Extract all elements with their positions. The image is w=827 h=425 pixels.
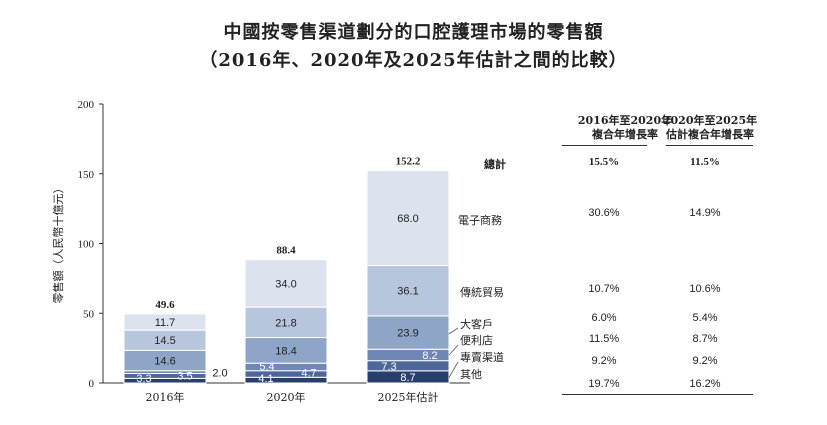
data-label: 14.6 (154, 356, 175, 368)
data-label: 11.7 (155, 317, 176, 329)
y-tick-label: 100 (78, 239, 95, 251)
y-axis-label: 零售額（人民幣十億元） (51, 183, 65, 304)
bar-segment (123, 313, 207, 331)
row-label-others: 其他 (460, 368, 482, 381)
cagr-header-rule-1 (562, 145, 647, 146)
cagr-large-customers-2020-2025: 5.4% (692, 312, 718, 324)
cagr-specialty-channels-2020-2025: 9.2% (692, 355, 718, 367)
row-label-large-customers: 大客戶 (460, 318, 493, 331)
chart-title: 中國按零售渠道劃分的口腔護理市場的零售額 (223, 22, 604, 43)
data-label: 4.1 (258, 373, 273, 385)
cagr-header-rule-2 (666, 145, 753, 146)
cagr-header-2016-2020: 2016年至2020年 複合年增長率 (555, 114, 695, 142)
cagr-specialty-channels-2016-2020: 9.2% (591, 355, 617, 367)
cagr-total-2020-2025: 11.5% (690, 156, 720, 168)
y-tick-label: 50 (83, 308, 95, 320)
row-label-e-commerce: 電子商務 (458, 214, 502, 227)
data-label: 23.9 (397, 328, 418, 340)
data-label: 8.7 (400, 372, 415, 384)
leader-line (448, 344, 459, 356)
data-label: 7.3 (381, 361, 396, 373)
cagr-large-customers-2016-2020: 6.0% (591, 312, 617, 324)
bar-segment (244, 337, 328, 364)
y-tick-label: 150 (78, 169, 95, 181)
bar-segment (366, 315, 450, 350)
x-tick-label: 2025年估計 (378, 390, 439, 404)
row-label-traditional-trade: 傳統貿易 (460, 286, 504, 299)
data-label: 14.5 (154, 335, 175, 347)
cagr-header-2020-2025-line2: 估計複合年增長率 (666, 128, 754, 141)
bar-total-label: 49.6 (155, 299, 175, 311)
y-tick-label: 200 (78, 99, 95, 111)
data-label: 36.1 (397, 286, 418, 298)
row-label-convenience-stores: 便利店 (460, 334, 493, 347)
bar-segment (366, 170, 450, 267)
bar-segment (366, 360, 450, 372)
data-label: 5.4 (259, 361, 274, 373)
bar-total-label: 88.4 (276, 245, 296, 257)
data-label: 34.0 (275, 278, 296, 290)
cagr-traditional-trade-2020-2025: 10.6% (689, 283, 721, 295)
cagr-header-2020-2025-line1: 2020年至2025年 (662, 114, 758, 127)
cagr-header-2020-2025: 2020年至2025年 估計複合年增長率 (640, 114, 780, 142)
cagr-others-2020-2025: 16.2% (689, 378, 721, 390)
leader-line (448, 361, 459, 378)
cagr-bottom-rule (562, 394, 753, 395)
cagr-e-commerce-2020-2025: 14.9% (689, 207, 721, 219)
bar-segment (244, 259, 328, 308)
bar-segment (366, 265, 450, 317)
x-tick-label: 2016年 (146, 390, 185, 404)
bar-total-label: 152.2 (396, 156, 421, 168)
data-label: 4.7 (301, 368, 316, 380)
data-label: 3.3 (136, 373, 151, 385)
cagr-header-2016-2020-line1: 2016年至2020年 (577, 114, 673, 127)
row-label-specialty-channels: 專賣渠道 (460, 351, 504, 364)
cagr-e-commerce-2016-2020: 30.6% (588, 207, 620, 219)
cagr-convenience-stores-2016-2020: 11.5% (588, 333, 620, 345)
cagr-header-2016-2020-line2: 複合年增長率 (592, 128, 658, 141)
cagr-traditional-trade-2016-2020: 10.7% (588, 283, 620, 295)
cagr-convenience-stores-2020-2025: 8.7% (692, 333, 718, 345)
data-label: 21.8 (275, 317, 296, 329)
y-tick-label: 0 (89, 378, 95, 390)
cagr-total-2016-2020: 15.5% (588, 156, 620, 168)
cagr-others-2016-2020: 19.7% (588, 378, 620, 390)
row-label-total: 總計 (484, 158, 506, 171)
data-label: 18.4 (275, 345, 296, 357)
data-label: 3.5 (177, 371, 192, 383)
x-tick-label: 2020年 (267, 390, 306, 404)
bar-segment (244, 306, 328, 339)
chart-subtitle: （2016年、2020年及2025年估計之間的比較） (199, 50, 628, 71)
data-label: 8.2 (422, 350, 437, 362)
data-label: 68.0 (397, 213, 418, 225)
leader-line (448, 327, 459, 335)
data-label: 2.0 (212, 368, 227, 380)
